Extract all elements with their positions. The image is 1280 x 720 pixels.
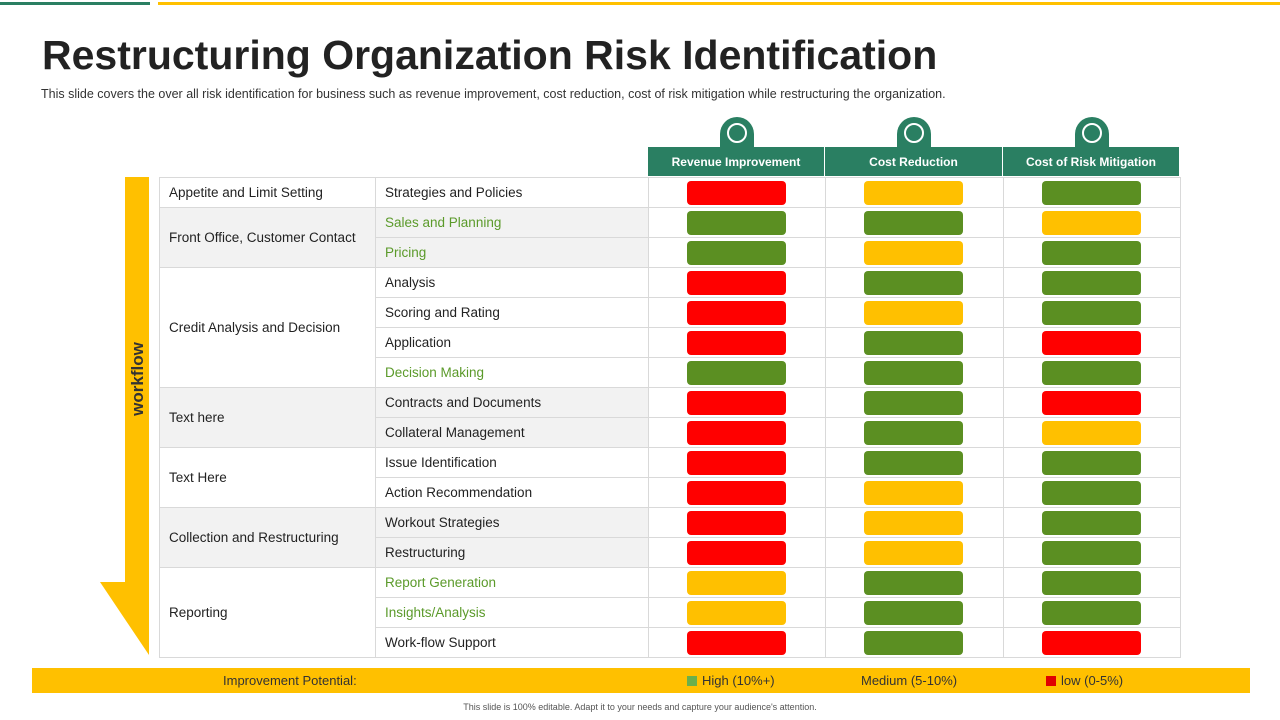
item-label: Application xyxy=(375,327,649,358)
item-label: Workout Strategies xyxy=(375,507,649,538)
rating xyxy=(1041,391,1141,415)
column-header: Cost of Risk Mitigation xyxy=(1003,147,1179,176)
item-label: Contracts and Documents xyxy=(375,387,649,418)
item-label: Decision Making xyxy=(375,357,649,388)
subtitle: This slide covers the over all risk iden… xyxy=(41,87,946,101)
rating xyxy=(686,601,786,625)
rating xyxy=(686,211,786,235)
rating xyxy=(1041,421,1141,445)
rating xyxy=(686,241,786,265)
group-label: Reporting xyxy=(159,567,376,658)
rating xyxy=(864,241,963,265)
rating xyxy=(1041,271,1141,295)
rating xyxy=(1041,541,1141,565)
rating xyxy=(1041,211,1141,235)
rating xyxy=(1041,331,1141,355)
legend-swatch xyxy=(687,676,697,686)
rating xyxy=(864,451,963,475)
rating xyxy=(686,631,786,655)
rating xyxy=(686,451,786,475)
column-icon xyxy=(897,117,931,147)
top-line xyxy=(0,2,150,5)
rating xyxy=(864,541,963,565)
rating xyxy=(1041,301,1141,325)
item-label: Insights/Analysis xyxy=(375,597,649,628)
rating xyxy=(686,481,786,505)
rating xyxy=(686,421,786,445)
rating xyxy=(1041,601,1141,625)
rating xyxy=(864,301,963,325)
group-label: Credit Analysis and Decision xyxy=(159,267,376,388)
rating xyxy=(686,301,786,325)
group-label: Collection and Restructuring xyxy=(159,507,376,568)
rating xyxy=(686,541,786,565)
rating xyxy=(1041,481,1141,505)
item-label: Restructuring xyxy=(375,537,649,568)
rating xyxy=(864,631,963,655)
rating xyxy=(1041,181,1141,205)
item-label: Report Generation xyxy=(375,567,649,598)
rating xyxy=(686,331,786,355)
rating xyxy=(864,511,963,535)
legend-swatch xyxy=(1046,676,1056,686)
rating xyxy=(1041,631,1141,655)
rating xyxy=(864,271,963,295)
rating xyxy=(864,421,963,445)
rating xyxy=(686,511,786,535)
column-icon xyxy=(1074,117,1109,147)
column-header: Revenue Improvement xyxy=(648,147,824,176)
workflow-arrow: workflow xyxy=(100,177,149,655)
column-header: Cost Reduction xyxy=(825,147,1002,176)
rating xyxy=(864,211,963,235)
group-label: Text Here xyxy=(159,447,376,508)
column-icon xyxy=(719,117,754,147)
rating xyxy=(686,361,786,385)
rating xyxy=(864,481,963,505)
rating xyxy=(864,361,963,385)
item-label: Pricing xyxy=(375,237,649,268)
item-label: Issue Identification xyxy=(375,447,649,478)
top-line xyxy=(158,2,1280,5)
group-label: Text here xyxy=(159,387,376,448)
title: Restructuring Organization Risk Identifi… xyxy=(42,32,938,78)
rating xyxy=(1041,241,1141,265)
rating xyxy=(686,391,786,415)
footer: This slide is 100% editable. Adapt it to… xyxy=(463,702,817,712)
item-label: Sales and Planning xyxy=(375,207,649,238)
rating xyxy=(686,571,786,595)
item-label: Scoring and Rating xyxy=(375,297,649,328)
legend-swatch xyxy=(846,676,856,686)
workflow-label: workflow xyxy=(128,341,147,416)
group-label: Front Office, Customer Contact xyxy=(159,207,376,268)
rating xyxy=(1041,451,1141,475)
item-label: Collateral Management xyxy=(375,417,649,448)
rating xyxy=(864,391,963,415)
rating xyxy=(686,271,786,295)
item-label: Work-flow Support xyxy=(375,627,649,658)
rating xyxy=(1041,511,1141,535)
rating xyxy=(864,331,963,355)
item-label: Action Recommendation xyxy=(375,477,649,508)
rating xyxy=(1041,361,1141,385)
rating xyxy=(686,181,786,205)
item-label: Analysis xyxy=(375,267,649,298)
item-label: Strategies and Policies xyxy=(375,177,649,208)
rating xyxy=(864,601,963,625)
rating xyxy=(864,181,963,205)
group-label: Appetite and Limit Setting xyxy=(159,177,376,208)
legend-title: Improvement Potential: xyxy=(223,673,357,688)
legend-label: Medium (5-10%) xyxy=(861,673,958,688)
legend-label: High (10%+) xyxy=(702,673,775,688)
rating xyxy=(864,571,963,595)
legend-label: low (0-5%) xyxy=(1061,673,1124,688)
rating xyxy=(1041,571,1141,595)
